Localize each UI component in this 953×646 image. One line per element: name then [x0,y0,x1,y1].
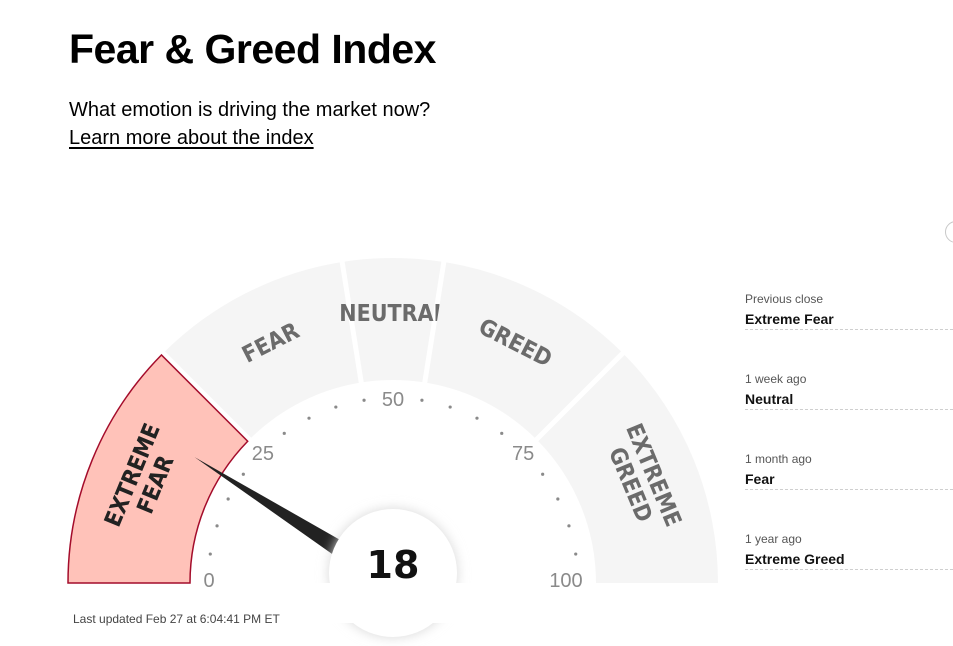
tick-dot [448,405,452,409]
tick-dot [500,431,504,435]
history-when: 1 week ago [745,372,807,386]
tick-dot [475,416,479,420]
history-item: 1 year ago Extreme Greed [745,532,953,612]
tick-dot [208,552,212,556]
history-value: Extreme Fear [745,311,953,330]
tick-dot [567,524,571,528]
segment-neutral [344,257,442,383]
history-value: Extreme Greed [745,551,953,570]
tick-dot [307,416,311,420]
tick-dot [241,472,245,476]
page-title: Fear & Greed Index [69,26,436,72]
scale-label: 75 [512,443,534,465]
segment-fear [164,262,359,438]
tick-dot [420,398,424,402]
tick-dot [362,398,366,402]
tick-dot [226,497,230,501]
last-updated-text: Last updated Feb 27 at 6:04:41 PM ET [73,612,280,626]
tick-dot [556,497,560,501]
tick-dot [215,524,219,528]
tick-dot [541,472,545,476]
scale-label: 50 [382,389,404,411]
index-value: 18 [367,543,420,587]
history-item: 1 month ago Fear [745,452,953,532]
history-item: Previous close Extreme Fear [745,292,953,372]
segment-label-neutral: NEUTRAL [339,301,447,327]
history-value: Neutral [745,391,953,410]
tick-dot [334,405,338,409]
learn-more-link[interactable]: Learn more about the index [69,127,314,149]
segment-extreme-fear [67,353,249,584]
history-item: 1 week ago Neutral [745,372,953,452]
history-value: Fear [745,471,953,490]
history-when: Previous close [745,292,824,306]
tick-dot [574,552,578,556]
hub-base-cover [313,583,473,623]
tick-dot [282,431,286,435]
history-when: 1 month ago [745,452,812,466]
segment-greed [427,262,622,438]
gauge-needle [194,457,354,563]
scale-label: 100 [549,570,582,592]
segment-extreme-greed [538,354,718,583]
scale-label: 25 [252,443,274,465]
scale-label: 0 [203,570,214,592]
page-subtitle: What emotion is driving the market now? [69,99,431,121]
history-when: 1 year ago [745,532,802,546]
history-list: Previous close Extreme Fear 1 week ago Neut… [745,292,953,612]
